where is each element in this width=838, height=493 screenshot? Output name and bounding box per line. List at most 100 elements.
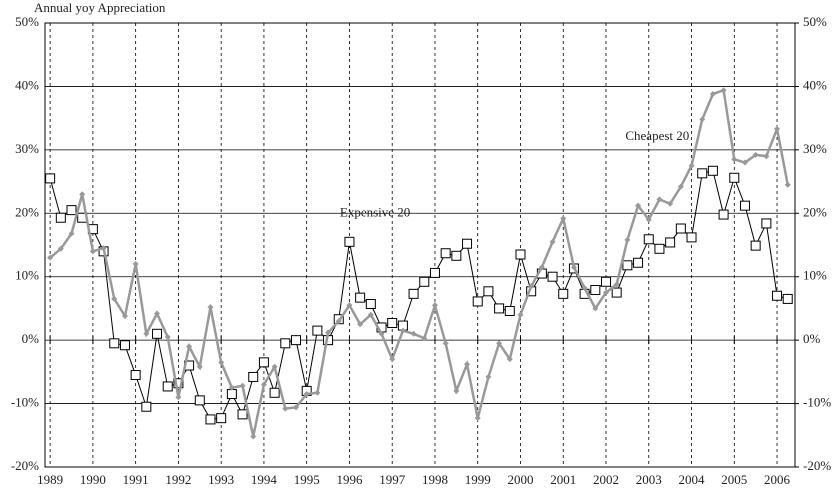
diamond-marker — [752, 151, 759, 158]
square-marker — [344, 236, 355, 247]
square-marker — [686, 232, 697, 243]
square-marker — [162, 381, 173, 392]
y-tick-label: -10% — [11, 395, 39, 410]
y-tick-label: 50% — [15, 14, 39, 29]
square-marker — [419, 276, 430, 287]
square-marker — [216, 413, 227, 424]
diamond-marker — [474, 415, 481, 422]
square-marker — [697, 168, 708, 179]
y-tick-label: 40% — [15, 77, 39, 92]
diamond-marker — [164, 333, 171, 340]
square-marker — [782, 293, 793, 304]
x-tick-label: 1995 — [294, 472, 320, 487]
diamond-marker — [464, 361, 471, 368]
x-tick-label: 1992 — [165, 472, 191, 487]
x-tick-label: 1993 — [208, 472, 234, 487]
diamond-marker — [731, 156, 738, 163]
diamond-marker — [378, 330, 385, 337]
square-marker — [258, 357, 269, 368]
series-label: Cheapest 20 — [625, 128, 689, 143]
square-marker — [643, 234, 654, 245]
square-marker — [45, 173, 56, 184]
square-marker — [387, 318, 398, 329]
y2-tick-label: -10% — [803, 395, 831, 410]
diamond-marker — [89, 248, 96, 255]
square-marker — [365, 298, 376, 309]
diamond-marker — [175, 394, 182, 401]
diamond-marker — [506, 356, 513, 363]
square-marker — [290, 335, 301, 346]
y2-tick-label: 40% — [803, 77, 827, 92]
y-tick-label: 10% — [15, 268, 39, 283]
diamond-marker — [207, 304, 214, 311]
diamond-marker — [143, 330, 150, 337]
diamond-marker — [645, 216, 652, 223]
square-marker — [226, 389, 237, 400]
y-tick-label: 20% — [15, 204, 39, 219]
square-marker — [761, 218, 772, 229]
square-marker — [237, 409, 248, 420]
x-tick-label: 1990 — [80, 472, 106, 487]
diamond-marker — [111, 295, 118, 302]
diamond-marker — [528, 283, 535, 290]
square-marker — [654, 243, 665, 254]
diamond-marker — [314, 389, 321, 396]
square-marker — [665, 237, 676, 248]
diamond-marker — [250, 433, 257, 440]
diamond-marker — [453, 387, 460, 394]
y2-tick-label: 0% — [803, 331, 821, 346]
diamond-marker — [538, 264, 545, 271]
diamond-marker — [303, 391, 310, 398]
diamond-marker — [57, 245, 64, 252]
diamond-marker — [228, 384, 235, 391]
x-tick-label: 1998 — [422, 472, 448, 487]
diamond-marker — [592, 305, 599, 312]
diamond-marker — [271, 363, 278, 370]
square-marker — [280, 338, 291, 349]
diamond-marker — [196, 363, 203, 370]
square-marker — [408, 288, 419, 299]
diamond-marker — [186, 343, 193, 350]
diamond-marker — [677, 183, 684, 190]
diamond-marker — [667, 200, 674, 207]
square-marker — [109, 338, 120, 349]
square-marker — [547, 271, 558, 282]
square-marker — [494, 303, 505, 314]
diamond-marker — [410, 330, 417, 337]
x-tick-label: 2001 — [550, 472, 576, 487]
diamond-marker — [485, 373, 492, 380]
diamond-marker — [581, 285, 588, 292]
diamond-marker — [570, 264, 577, 271]
diamond-marker — [399, 327, 406, 334]
square-marker — [739, 200, 750, 211]
diamond-marker — [774, 125, 781, 132]
square-marker — [558, 288, 569, 299]
x-tick-label: 1996 — [336, 472, 363, 487]
x-tick-label: 1991 — [123, 472, 149, 487]
diamond-marker — [603, 289, 610, 296]
diamond-marker — [346, 302, 353, 309]
diamond-marker — [560, 215, 567, 222]
square-marker — [119, 340, 130, 351]
diamond-marker — [47, 254, 54, 261]
diamond-marker — [624, 236, 631, 243]
square-marker — [152, 328, 163, 339]
square-marker — [772, 290, 783, 301]
square-marker — [312, 325, 323, 336]
x-tick-label: 2002 — [593, 472, 619, 487]
square-marker — [462, 238, 473, 249]
x-tick-label: 1997 — [379, 472, 406, 487]
square-marker — [750, 240, 761, 251]
series-label: Expensive 20 — [340, 204, 410, 219]
square-marker — [194, 395, 205, 406]
x-tick-label: 1994 — [251, 472, 278, 487]
diamond-marker — [421, 335, 428, 342]
x-tick-label: 2006 — [764, 472, 791, 487]
square-marker — [633, 257, 644, 268]
square-marker — [515, 249, 526, 260]
diamond-marker — [656, 196, 663, 203]
square-marker — [601, 276, 612, 287]
square-marker — [611, 287, 622, 298]
diamond-marker — [389, 356, 396, 363]
